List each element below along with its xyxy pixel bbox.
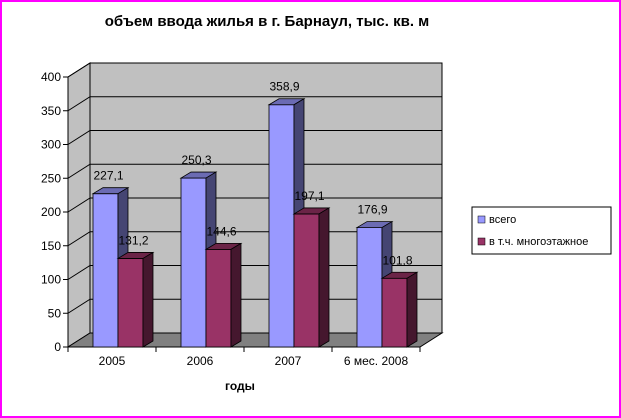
x-axis-title: годы — [225, 379, 255, 393]
bar-mnogoetazhnoe — [380, 271, 419, 348]
y-tick-label: 250 — [41, 171, 61, 185]
gridline — [67, 130, 442, 145]
bar-mnogoetazhnoe — [204, 242, 243, 348]
y-tick-label: 400 — [41, 70, 61, 84]
gridline — [67, 197, 442, 213]
gridline — [67, 163, 442, 179]
bar-side — [230, 242, 242, 348]
gridline — [67, 96, 442, 112]
data-label: 358,9 — [269, 80, 299, 94]
bar-side — [318, 207, 330, 348]
chart-title: объем ввода жилья в г. Барнаул, тыс. кв.… — [105, 13, 430, 30]
legend-label-vsego: всего — [489, 214, 516, 226]
bar-front — [180, 177, 207, 348]
bar-side — [406, 271, 418, 348]
y-tick-label: 150 — [41, 239, 61, 253]
bar-front — [205, 248, 232, 348]
gridline — [67, 62, 442, 78]
bar-front — [381, 277, 408, 348]
x-tick-label: 6 мес. 2008 — [344, 354, 409, 368]
y-tick-label: 200 — [41, 205, 61, 219]
bars — [91, 98, 419, 348]
data-label: 250,3 — [181, 153, 211, 167]
data-label: 227,1 — [93, 169, 123, 183]
y-tick-label: 100 — [41, 273, 61, 287]
data-label: 176,9 — [357, 203, 387, 217]
data-label: 131,2 — [118, 233, 148, 247]
y-tick-label: 350 — [41, 104, 61, 118]
bar-front — [117, 258, 144, 348]
x-tick-label: 2007 — [275, 354, 302, 368]
legend-swatch-mnogoetazhnoe — [477, 237, 486, 246]
legend: всего в т.ч. многоэтажное — [471, 206, 612, 255]
data-label: 101,8 — [382, 253, 412, 267]
data-label: 144,6 — [206, 224, 236, 238]
bar-mnogoetazhnoe — [116, 251, 155, 348]
x-tick-label: 2005 — [99, 354, 126, 368]
bar-front — [356, 227, 383, 348]
bar-front — [268, 104, 295, 348]
bar-side — [142, 251, 154, 348]
y-tick-label: 0 — [54, 340, 61, 354]
y-tick-label: 50 — [48, 306, 62, 320]
data-label: 197,1 — [294, 189, 324, 203]
x-tick-label: 2006 — [187, 354, 214, 368]
data-labels: 227,1 131,2 250,3 144,6 358,9 197,1 176,9 101,8 — [93, 80, 412, 268]
legend-swatch-vsego — [477, 215, 486, 224]
legend-box — [471, 206, 612, 255]
legend-label-mnogoetazhnoe: в т.ч. многоэтажное — [489, 236, 588, 248]
y-tick-label: 300 — [41, 138, 61, 152]
bar-front — [293, 213, 320, 348]
bar-front — [92, 193, 119, 348]
bar-mnogoetazhnoe — [292, 207, 331, 348]
